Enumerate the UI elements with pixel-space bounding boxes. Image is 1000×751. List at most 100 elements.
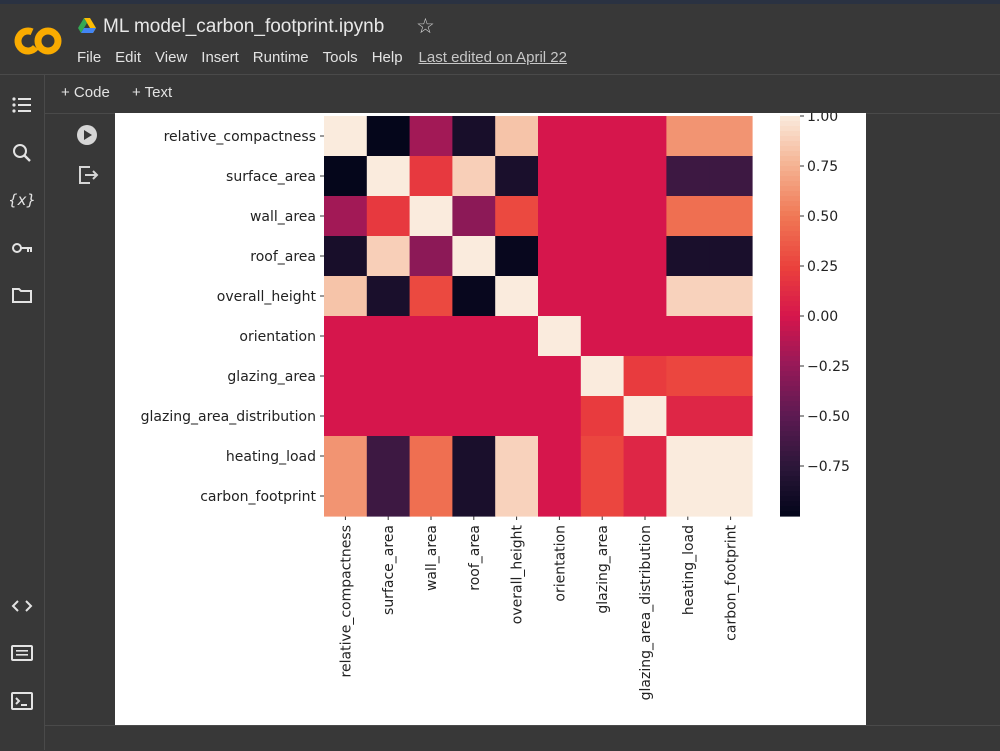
col-label: surface_area [381,525,397,615]
colorbar-tick-label: 1.00 [807,113,838,125]
colorbar-segment [780,496,800,502]
colorbar-tick-label: 0.75 [807,159,838,175]
menu-runtime[interactable]: Runtime [252,49,309,66]
add-code-cell-button[interactable]: + Code [61,84,110,101]
heatmap-cell-9-0 [324,476,368,517]
files-folder-icon[interactable] [10,283,34,307]
heatmap-cell-9-1 [366,476,411,517]
variables-icon[interactable]: {x} [10,188,34,212]
heatmap-cell-6-2 [409,356,453,397]
row-label: roof_area [250,249,316,265]
heatmap-cell-2-3 [452,196,496,237]
heatmap-cell-9-4 [495,476,539,517]
menu-tools[interactable]: Tools [322,49,358,66]
heatmap-cell-0-9 [709,116,753,157]
heatmap-cell-2-4 [495,196,539,237]
colorbar-segment [780,471,800,477]
heatmap-cell-7-0 [324,396,368,437]
heatmap-cell-9-3 [452,476,496,517]
heatmap-cell-9-5 [538,476,582,517]
heatmap-cell-3-0 [324,236,368,277]
colorbar-segment [780,236,800,242]
colorbar-segment [780,376,800,382]
heatmap-cell-5-1 [366,316,411,357]
header-divider [0,74,1000,75]
heatmap-cell-0-3 [452,116,496,157]
menu-help[interactable]: Help [371,49,403,66]
colorbar-segment [780,431,800,437]
colorbar-segment [780,481,800,487]
heatmap-cell-1-8 [666,156,710,197]
heatmap-cell-6-8 [666,356,710,397]
colorbar-segment [780,476,800,482]
colorbar-segment [780,416,800,422]
colorbar-segment [780,381,800,387]
colorbar-tick-label: −0.25 [807,359,850,375]
heatmap-cell-5-9 [709,316,753,357]
colorbar-segment [780,201,800,207]
output-options-icon[interactable] [77,164,99,186]
heatmap-cell-2-1 [366,196,411,237]
colorbar-tick-label: −0.75 [807,459,850,475]
colorbar-segment [780,361,800,367]
heatmap-cell-2-2 [409,196,453,237]
heatmap-cell-5-6 [580,316,625,357]
heatmap-cell-4-3 [452,276,496,317]
heatmap-cell-1-1 [366,156,411,197]
colorbar-segment [780,171,800,177]
col-label: glazing_area [595,525,611,614]
heatmap-cell-4-9 [709,276,753,317]
table-of-contents-icon[interactable] [10,93,34,117]
correlation-heatmap: relative_compactness surface_area wall_are… [141,113,850,700]
notebook-title[interactable]: ML model_carbon_footprint.ipynb [103,16,385,37]
star-icon[interactable]: ☆ [416,15,435,38]
col-label: relative_compactness [338,525,354,677]
menu-edit[interactable]: Edit [115,49,142,66]
colorbar-segment [780,441,800,447]
secrets-key-icon[interactable] [10,236,34,260]
menu-view[interactable]: View [155,49,188,66]
terminal-icon[interactable] [10,689,34,713]
code-snippets-icon[interactable] [10,594,34,618]
heatmap-cell-7-4 [495,396,539,437]
colorbar-segment [780,326,800,332]
colorbar-segment [780,426,800,432]
heatmap-cell-1-0 [324,156,368,197]
heatmap-cell-2-9 [709,196,753,237]
colorbar-segment [780,386,800,392]
colorbar-segment [780,491,800,497]
colorbar-segment [780,196,800,202]
search-icon[interactable] [10,141,34,165]
heatmap-cell-8-9 [709,436,753,477]
last-edited-link[interactable]: Last edited on April 22 [418,49,567,66]
run-cell-icon[interactable] [76,124,98,146]
colorbar-segment [780,391,800,397]
menu-insert[interactable]: Insert [201,49,239,66]
heatmap-cell-7-6 [580,396,625,437]
row-label: surface_area [226,169,316,185]
heatmap-cell-2-0 [324,196,368,237]
colorbar-segment [780,136,800,142]
menu-file[interactable]: File [77,49,102,66]
colorbar-segment [780,501,800,507]
colab-logo[interactable] [14,24,62,58]
heatmap-cell-8-5 [538,436,582,477]
colorbar-tick-label: 0.00 [807,309,838,325]
heatmap-cell-7-1 [366,396,411,437]
colorbar-segment [780,166,800,172]
command-palette-icon[interactable] [10,641,34,665]
window-top-strip [0,0,1000,4]
heatmap-cell-3-8 [666,236,710,277]
colorbar-tick-label: 0.50 [807,209,838,225]
colorbar-segment [780,411,800,417]
add-text-cell-button[interactable]: + Text [132,84,173,101]
colorbar-segment [780,406,800,412]
colorbar-segment [780,436,800,442]
heatmap-cell-6-0 [324,356,368,397]
colorbar-segment [780,131,800,137]
heatmap-cell-3-5 [538,236,582,277]
status-bar [45,725,1000,751]
colorbar-segment [780,191,800,197]
heatmap-cell-6-5 [538,356,582,397]
colorbar-segment [780,141,800,147]
